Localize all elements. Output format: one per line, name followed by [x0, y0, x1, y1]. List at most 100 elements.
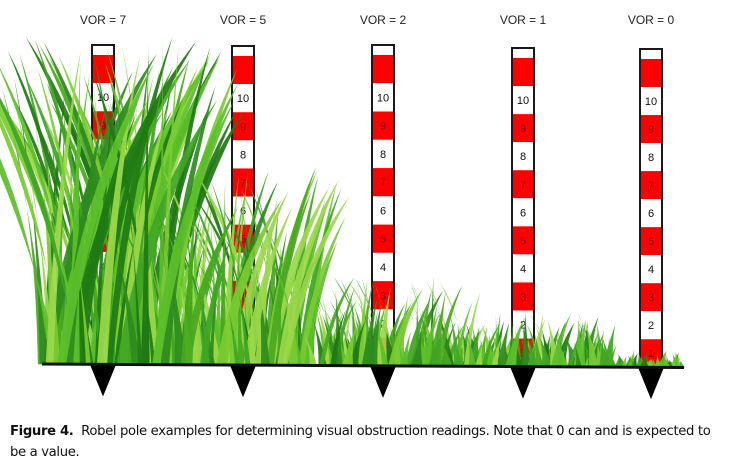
grass-blade [617, 358, 623, 368]
pole-segment [512, 170, 534, 199]
pole-segment [640, 115, 662, 144]
grass-blade [160, 84, 216, 365]
segment-number: 10 [377, 92, 389, 104]
segment-number: 6 [648, 208, 654, 220]
grass-blade [2, 88, 49, 365]
segment-number: 9 [100, 120, 106, 132]
pole-segment [640, 171, 662, 200]
grass-blade [411, 330, 423, 367]
pole-spike [90, 364, 116, 397]
grass-blade [361, 296, 378, 366]
grass-blade [463, 325, 477, 367]
grass-blade [304, 278, 330, 366]
pole-segment [640, 143, 662, 172]
grass-blade [396, 295, 409, 366]
grass-blade [374, 288, 391, 366]
grass-blade [189, 193, 240, 366]
ground-line [41, 362, 685, 369]
grass-blade [282, 196, 350, 366]
grass-blade [400, 331, 411, 367]
grass-blade [0, 100, 101, 365]
pole-segment [372, 224, 394, 253]
grass-blade [159, 44, 179, 365]
grass-blade [139, 104, 211, 365]
pole-segment [512, 114, 534, 143]
vor-label: VOR = 1 [500, 13, 547, 27]
segment-number: 7 [240, 177, 246, 189]
segment-number: 9 [380, 121, 386, 133]
grass-blade [216, 198, 283, 366]
pole-spike [510, 366, 536, 399]
grass-blade [454, 301, 473, 367]
grass-blade [428, 304, 444, 367]
pole-segment [640, 199, 662, 228]
grass-blade [94, 84, 115, 365]
segment-number: 3 [648, 292, 654, 304]
grass-blade [330, 309, 346, 366]
grass-blade [199, 236, 232, 366]
segment-number: 5 [520, 235, 526, 247]
grass-blade [116, 102, 143, 365]
segment-number: 6 [380, 205, 386, 217]
segment-number: 7 [520, 179, 526, 191]
grass-blade [221, 175, 239, 366]
segment-number: 8 [240, 149, 246, 161]
pole-segment [512, 254, 534, 283]
segment-number: 10 [645, 96, 657, 108]
grass-blade [607, 345, 617, 368]
pole-top-band [92, 55, 114, 84]
segment-number: 2 [520, 320, 526, 332]
pole-segment [640, 311, 662, 340]
pole-segment [512, 226, 534, 255]
grass-blade [299, 325, 318, 366]
grass-blade [107, 36, 173, 365]
grass-blade [93, 73, 156, 365]
grass-blade [182, 213, 235, 365]
grass-blade [573, 341, 582, 367]
segment-number: 10 [237, 93, 249, 105]
grass-illustration [0, 36, 685, 368]
grass-blade [304, 280, 340, 366]
caption-label: Figure 4. [10, 424, 74, 439]
pole-segment [372, 83, 394, 112]
segment-number: 8 [520, 151, 526, 163]
grass-blade [535, 330, 552, 367]
pole-top-band [512, 58, 534, 87]
grass-blade [424, 303, 438, 367]
grass-blade [428, 331, 443, 367]
pole-top-band [372, 55, 394, 84]
grass-blade [505, 317, 525, 367]
grass-blade [43, 41, 142, 365]
segment-number: 7 [380, 177, 386, 189]
segment-number: 3 [380, 290, 386, 302]
vor-label: VOR = 5 [220, 13, 267, 27]
vor-label: VOR = 7 [80, 13, 127, 27]
segment-number: 7 [648, 180, 654, 192]
pole-spike [370, 365, 396, 398]
segment-number: 3 [520, 291, 526, 303]
grass-blade [463, 291, 481, 367]
grass-blade [37, 67, 91, 365]
vor-label: VOR = 0 [628, 13, 675, 27]
grass-blade [557, 337, 562, 367]
grass-blade [429, 291, 455, 367]
grass-blade [141, 42, 150, 365]
segment-number: 4 [648, 264, 654, 276]
vor-label: VOR = 2 [360, 13, 407, 27]
grass-blade [323, 308, 349, 366]
segment-number: 8 [648, 152, 654, 164]
caption-text: Robel pole examples for determining visu… [10, 424, 711, 460]
grass-blade [527, 335, 538, 367]
segment-number: 5 [380, 234, 386, 246]
grass-blade [491, 334, 503, 367]
grass-blade [203, 231, 248, 366]
grass-blade [639, 351, 647, 368]
grass-blade [354, 277, 389, 366]
grass-blade [599, 329, 604, 368]
figure-caption: Figure 4. Robel pole examples for determ… [10, 421, 725, 463]
grass-blade [73, 113, 137, 365]
segment-number: 5 [240, 234, 246, 246]
grass-blade [14, 103, 56, 365]
pole-segment [640, 283, 662, 312]
